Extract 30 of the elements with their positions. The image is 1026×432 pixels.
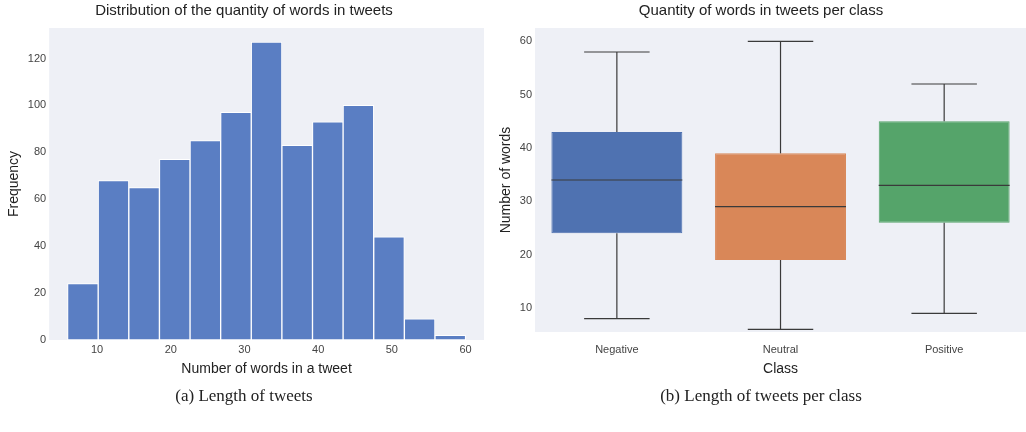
x-axis-title: Class — [763, 360, 799, 377]
text: (a) Length of tweets — [174, 386, 314, 406]
y-tick-label: 80 — [33, 145, 47, 158]
y-tick-label: 100 — [27, 98, 47, 111]
x-tick-label: Positive — [924, 342, 964, 355]
x-tick-label: Negative — [595, 342, 639, 355]
y-tick-label: 40 — [33, 239, 47, 252]
x-tick-label: 20 — [164, 342, 177, 355]
y-axis-title: Frequency — [5, 150, 22, 218]
y-tick-label: 0 — [40, 333, 47, 346]
y-axis-title: Number of words — [497, 126, 514, 234]
y-tick-label: 60 — [519, 34, 533, 47]
y-tick-label: 10 — [519, 301, 533, 314]
x-tick-label: 40 — [312, 342, 325, 355]
y-tick-label: 40 — [519, 141, 533, 154]
y-tick-label: 20 — [519, 247, 533, 260]
x-tick-label: 50 — [385, 342, 398, 355]
y-tick-label: 60 — [33, 192, 47, 205]
text: (b) Length of tweets per class — [659, 386, 863, 406]
x-tick-label: 10 — [90, 342, 104, 355]
y-tick-label: 30 — [519, 194, 533, 207]
y-tick-label: 120 — [27, 51, 47, 64]
x-tick-label: Neutral — [762, 342, 799, 355]
x-tick-label: 30 — [238, 342, 251, 355]
chart-title: Quantity of words in tweets per class — [638, 1, 884, 19]
chart-title: Distribution of the quantity of words in tweets — [95, 1, 393, 19]
x-tick-label: 60 — [459, 342, 472, 355]
y-tick-label: 50 — [519, 87, 533, 100]
x-axis-title: Number of words in a tweet — [181, 360, 352, 377]
y-tick-label: 20 — [33, 286, 47, 299]
